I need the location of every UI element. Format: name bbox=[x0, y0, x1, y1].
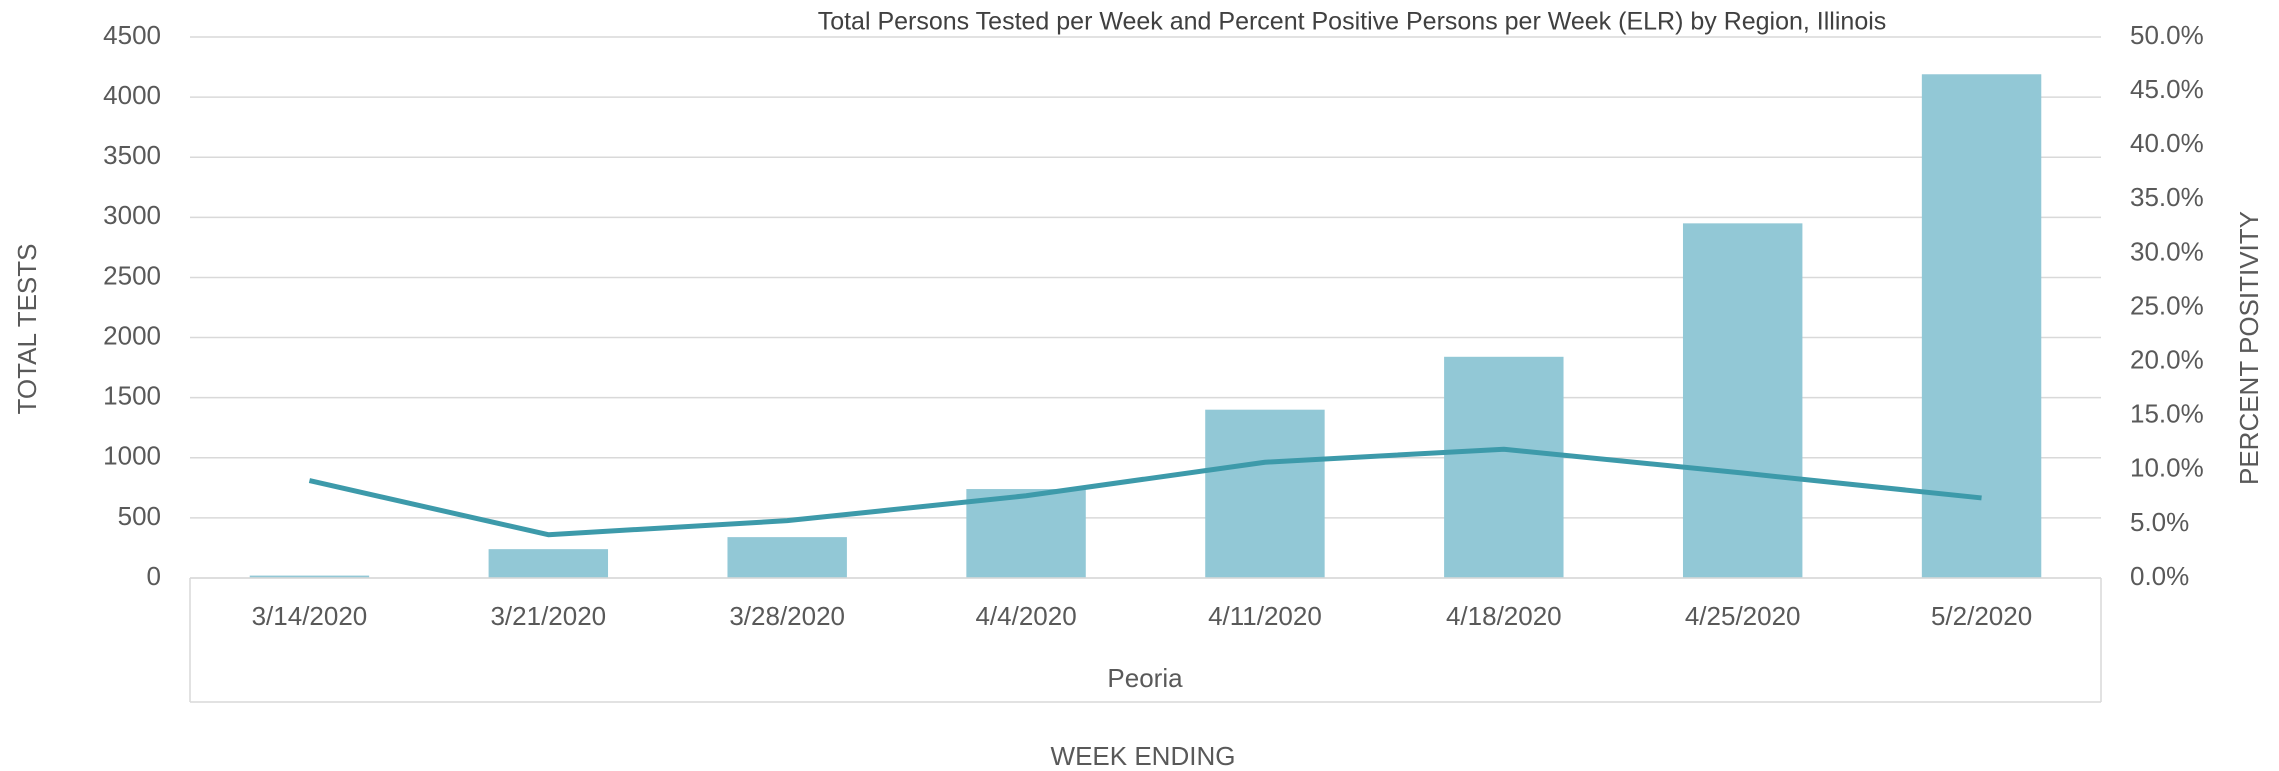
y2-tick-label: 0.0% bbox=[2130, 561, 2189, 591]
y2-axis-label: PERCENT POSITIVITY bbox=[2234, 211, 2264, 485]
x-tick-label: 4/25/2020 bbox=[1685, 601, 1801, 631]
bar bbox=[249, 575, 370, 578]
y-tick-label: 3500 bbox=[103, 140, 161, 170]
x-tick-label: 3/14/2020 bbox=[252, 601, 368, 631]
y2-tick-label: 25.0% bbox=[2130, 290, 2204, 320]
x-axis-label: WEEK ENDING bbox=[1051, 741, 1236, 771]
y-tick-label: 500 bbox=[118, 501, 161, 531]
x-tick-label: 4/11/2020 bbox=[1208, 601, 1322, 631]
y2-tick-label: 10.0% bbox=[2130, 453, 2204, 483]
y-tick-label: 1000 bbox=[103, 441, 161, 471]
bar bbox=[966, 489, 1086, 578]
x-tick-label: 4/18/2020 bbox=[1446, 601, 1562, 631]
x-tick-label: 4/4/2020 bbox=[975, 601, 1076, 631]
y-tick-label: 2000 bbox=[103, 320, 161, 350]
y2-tick-label: 30.0% bbox=[2130, 236, 2204, 266]
y2-tick-label: 35.0% bbox=[2130, 182, 2204, 212]
y2-tick-label: 15.0% bbox=[2130, 399, 2204, 429]
bar bbox=[727, 537, 847, 578]
chart-title: Total Persons Tested per Week and Percen… bbox=[818, 8, 1887, 36]
y-tick-label: 3000 bbox=[103, 200, 161, 230]
y-tick-label: 4500 bbox=[103, 20, 161, 50]
y2-tick-label: 5.0% bbox=[2130, 507, 2189, 537]
x-tick-label: 5/2/2020 bbox=[1931, 601, 2032, 631]
bar bbox=[1205, 409, 1325, 578]
bar bbox=[1444, 356, 1564, 578]
y2-tick-label: 50.0% bbox=[2130, 20, 2204, 50]
y2-tick-label: 20.0% bbox=[2130, 344, 2204, 374]
line bbox=[308, 446, 1982, 538]
y-tick-label: 2500 bbox=[103, 260, 161, 290]
y2-tick-label: 40.0% bbox=[2130, 128, 2204, 158]
y-tick-label: 4000 bbox=[103, 80, 161, 110]
bar bbox=[1682, 223, 1803, 578]
y-tick-label: 0 bbox=[147, 561, 161, 591]
y2-tick-label: 45.0% bbox=[2130, 74, 2204, 104]
y-tick-label: 1500 bbox=[103, 381, 161, 411]
group-label: Peoria bbox=[1107, 663, 1183, 693]
bar bbox=[1921, 74, 2042, 578]
x-tick-label: 3/21/2020 bbox=[490, 601, 606, 631]
x-tick-label: 3/28/2020 bbox=[729, 601, 845, 631]
y-axis-label: TOTAL TESTS bbox=[12, 244, 42, 415]
bar bbox=[488, 549, 609, 578]
